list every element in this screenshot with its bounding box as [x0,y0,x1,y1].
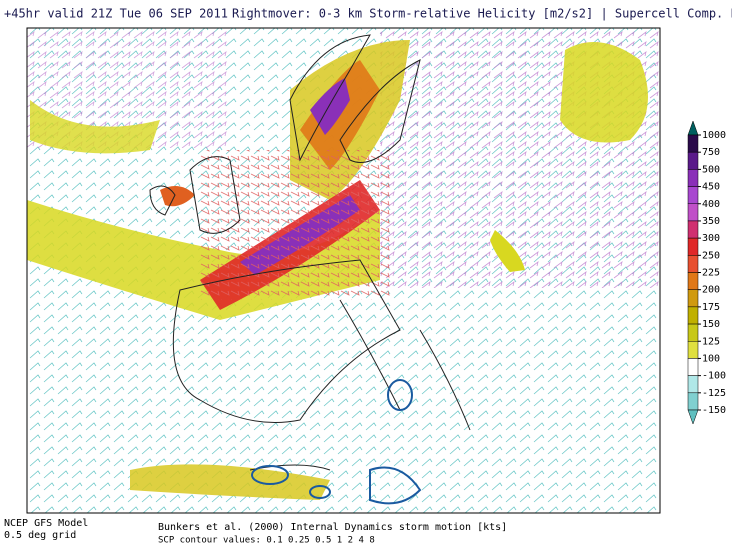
colorbar-label: -150 [702,405,726,416]
colorbar-label: 100 [702,353,720,364]
colorbar-label: -125 [702,388,726,399]
map-title: Rightmover: 0-3 km Storm-relative Helici… [232,7,732,21]
model-name: NCEP GFS Model [4,518,88,529]
colorbar-segment [687,272,699,290]
colorbar-label: 350 [702,216,720,227]
colorbar-segment [687,151,699,170]
colorbar-segment [687,323,699,342]
colorbar-segment [687,220,699,239]
colorbar: 1000 750 500 450 400 350 300 250 225 200 175 150 125… [687,120,726,425]
colorbar-segment [687,392,699,411]
colorbar-label: 150 [702,319,720,330]
valid-time: +45hr valid 21Z Tue 06 SEP 2011 [4,7,228,21]
colorbar-label: 175 [702,302,720,313]
colorbar-label: 750 [702,147,720,158]
colorbar-label: 400 [702,199,720,210]
colorbar-segment [687,289,699,308]
colorbar-segment [687,255,699,273]
grid-spacing: 0.5 deg grid [4,530,76,541]
colorbar-segment [687,306,699,325]
colorbar-arrow [687,409,699,425]
colorbar-label: 300 [702,233,720,244]
colorbar-segment [687,203,699,222]
colorbar-arrow [687,120,699,136]
colorbar-label: -100 [702,371,726,382]
colorbar-label: 1000 [702,130,726,141]
colorbar-segment [687,169,699,187]
colorbar-segment [687,237,699,256]
map-frame [26,27,661,514]
colorbar-segment [687,134,699,153]
colorbar-label: 450 [702,182,720,193]
storm-motion-note: Bunkers et al. (2000) Internal Dynamics … [158,522,507,533]
colorbar-label: 125 [702,336,720,347]
colorbar-segment [687,358,699,376]
colorbar-label: 500 [702,164,720,175]
colorbar-label: 225 [702,268,720,279]
colorbar-segment [687,186,699,204]
colorbar-label: 200 [702,285,720,296]
colorbar-segment [687,375,699,394]
colorbar-label: 250 [702,250,720,261]
map [27,28,660,513]
scp-note: SCP contour values: 0.1 0.25 0.5 1 2 4 8 [158,536,375,544]
colorbar-segment [687,341,699,359]
